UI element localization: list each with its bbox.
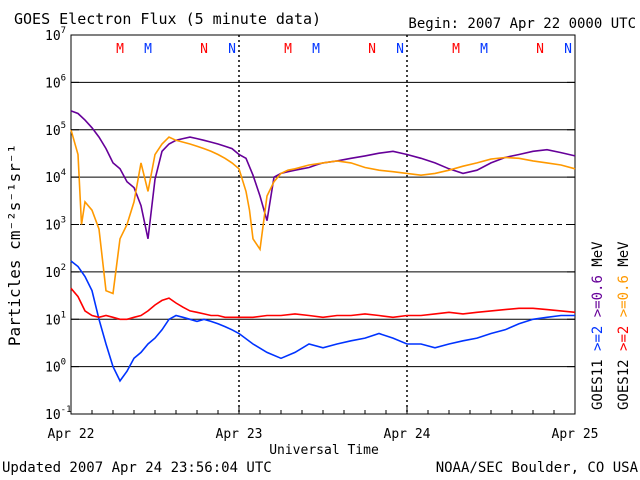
- y-axis-ticks: 10-1 100 101 102 103 104 105 106 107: [45, 26, 575, 423]
- midnight-marker: M: [284, 42, 292, 57]
- series-layer: [70, 110, 576, 383]
- midnight-marker: N: [228, 42, 236, 57]
- midnight-marker: M: [116, 42, 124, 57]
- midnight-marker: N: [564, 42, 572, 57]
- x-tick-label: Apr 23: [216, 427, 263, 442]
- midnight-marker: N: [200, 42, 208, 57]
- series-line: [70, 260, 575, 383]
- y-tick-label: 101: [45, 310, 66, 328]
- updated-timestamp: Updated 2007 Apr 24 23:56:04 UTC: [2, 460, 272, 476]
- y-axis-label: Particles cm⁻²s⁻¹sr⁻¹: [5, 144, 24, 346]
- y-tick-label: 106: [45, 73, 66, 91]
- midnight-marker: M: [312, 42, 320, 57]
- y-tick-label: 100: [45, 358, 66, 376]
- x-axis-label: Universal Time: [269, 443, 379, 458]
- source-credit: NOAA/SEC Boulder, CO USA: [436, 460, 639, 476]
- x-tick-label: Apr 25: [552, 427, 599, 442]
- y-tick-label: 102: [45, 263, 66, 281]
- series-line: [70, 287, 576, 321]
- y-tick-label: 107: [45, 26, 66, 44]
- begin-time: Begin: 2007 Apr 22 0000 UTC: [408, 16, 636, 32]
- y-tick-label: 105: [45, 121, 66, 139]
- midnight-marker: N: [368, 42, 376, 57]
- midnight-marker: M: [480, 42, 488, 57]
- y-tick-label: 103: [45, 216, 66, 234]
- midnight-marker: M: [452, 42, 460, 57]
- x-tick-label: Apr 22: [48, 427, 95, 442]
- legend-entry: GOES11 >=2 >=0.6 MeV: [590, 241, 606, 410]
- midnight-marker: M: [144, 42, 152, 57]
- legend-entry: GOES12 >=2 >=0.6 MeV: [616, 241, 632, 410]
- chart-title: GOES Electron Flux (5 minute data): [14, 10, 321, 28]
- series-line: [70, 110, 576, 239]
- legend: GOES11 >=2 >=0.6 MeV GOES12 >=2 >=0.6 MeV: [590, 241, 632, 410]
- y-tick-label: 104: [45, 168, 66, 186]
- legend-column: GOES12 >=2 >=0.6 MeV: [616, 241, 632, 410]
- day-dividers: [238, 35, 408, 414]
- midnight-marker: N: [536, 42, 544, 57]
- x-axis-ticks: Apr 22 Apr 23 Apr 24 Apr 25: [48, 406, 599, 442]
- series-line: [70, 129, 576, 295]
- x-tick-label: Apr 24: [384, 427, 431, 442]
- y-tick-label: 10-1: [45, 405, 72, 423]
- legend-column: GOES11 >=2 >=0.6 MeV: [590, 241, 606, 410]
- midnight-marker: N: [396, 42, 404, 57]
